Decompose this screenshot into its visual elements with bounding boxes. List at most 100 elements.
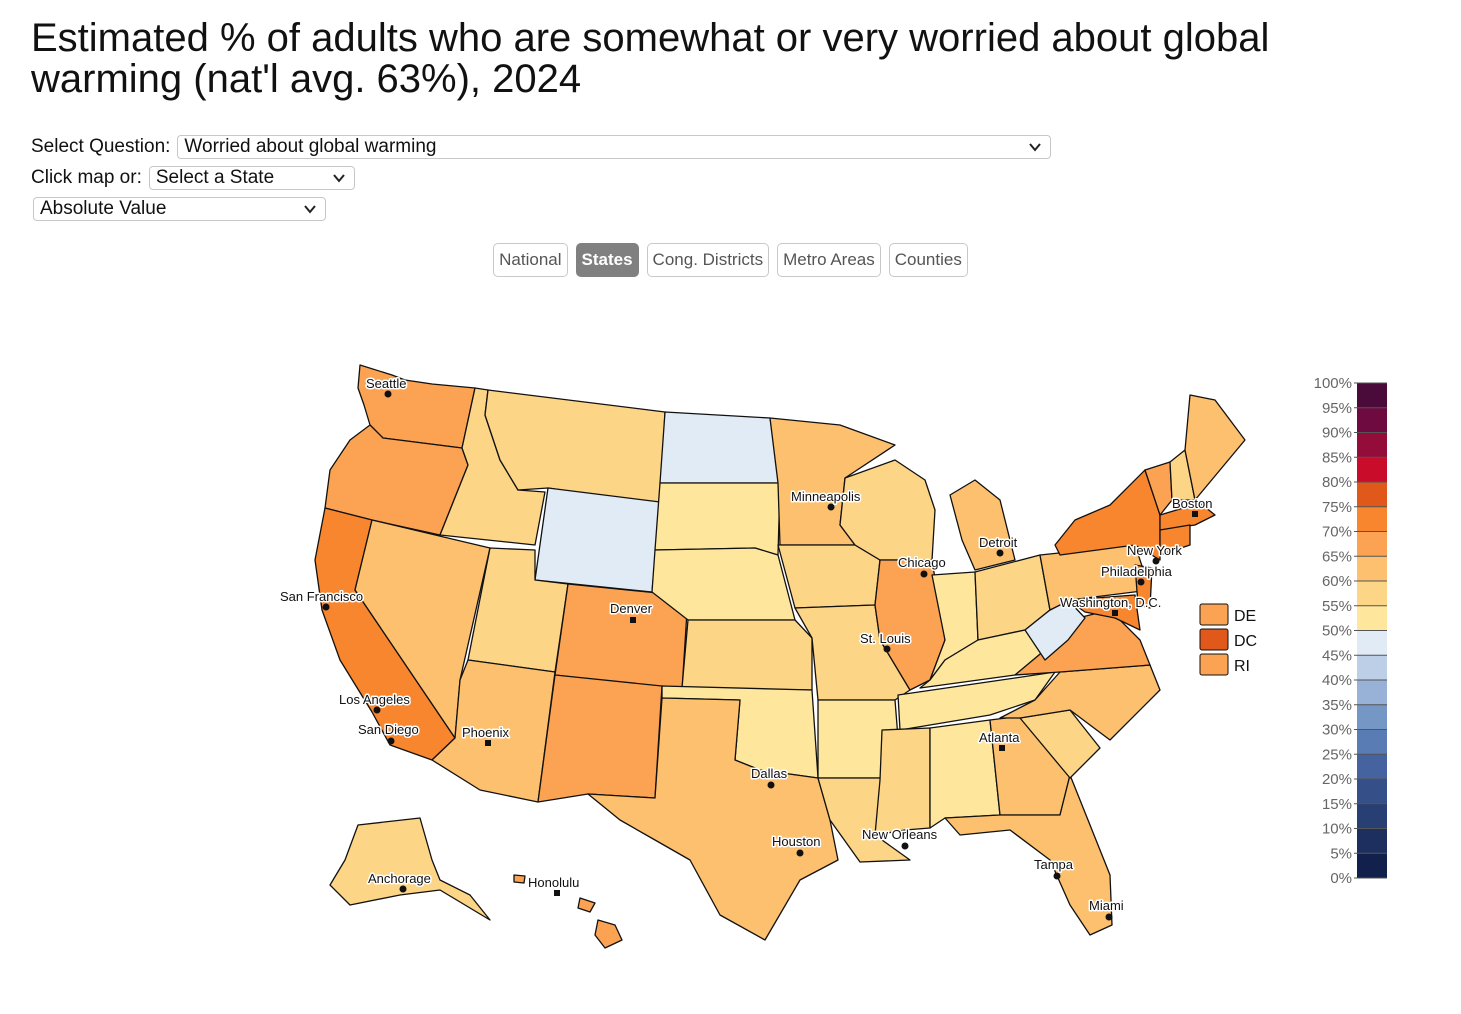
svg-text:Los Angeles: Los Angeles bbox=[339, 692, 410, 707]
svg-text:Miami: Miami bbox=[1089, 898, 1124, 913]
state-florida[interactable] bbox=[944, 774, 1113, 936]
svg-text:Minneapolis: Minneapolis bbox=[791, 489, 861, 504]
color-scale-legend: 100% 95% 90% 85% 80% 75% 70% 65% 60% 55% 50% 45% 40%… bbox=[1314, 375, 1387, 887]
page-title: Estimated % of adults who are somewhat o… bbox=[31, 16, 1270, 101]
tab-national[interactable]: National bbox=[493, 243, 568, 277]
city-washington-dc[interactable]: Washington, D.C.Washington, D.C. bbox=[1059, 594, 1163, 616]
small-state-ri[interactable]: RI bbox=[1199, 653, 1250, 676]
legend-tick-label: 45% bbox=[1322, 647, 1352, 664]
svg-text:Phoenix: Phoenix bbox=[462, 725, 509, 740]
legend-tick-label: 10% bbox=[1322, 821, 1352, 838]
legend-tick-label: 80% bbox=[1322, 474, 1352, 491]
svg-text:New York: New York bbox=[1127, 543, 1182, 558]
tab-counties[interactable]: Counties bbox=[888, 243, 968, 277]
state-label: Click map or: bbox=[31, 167, 142, 188]
tab-metro-areas[interactable]: Metro Areas bbox=[777, 243, 881, 277]
svg-text:Washington, D.C.: Washington, D.C. bbox=[1060, 595, 1161, 610]
state-texas[interactable] bbox=[587, 697, 839, 941]
state-alaska[interactable] bbox=[329, 817, 491, 921]
legend-tick-label: 85% bbox=[1322, 449, 1352, 466]
svg-text:Detroit: Detroit bbox=[979, 535, 1018, 550]
small-state-dc[interactable]: DC bbox=[1199, 628, 1257, 651]
state-mississippi[interactable] bbox=[874, 727, 931, 836]
svg-text:San Francisco: San Francisco bbox=[280, 589, 363, 604]
legend-tick-label: 20% bbox=[1322, 771, 1352, 788]
legend-swatch bbox=[1357, 407, 1387, 433]
state-hawaii[interactable] bbox=[594, 919, 623, 949]
svg-text:New Orleans: New Orleans bbox=[862, 827, 938, 842]
state-new-mexico[interactable] bbox=[537, 674, 663, 803]
state-select[interactable]: Select a State bbox=[148, 166, 355, 190]
legend-swatch bbox=[1357, 655, 1387, 680]
legend-swatch bbox=[1357, 605, 1387, 631]
legend-swatch bbox=[1357, 803, 1387, 829]
svg-text:Seattle: Seattle bbox=[366, 376, 406, 391]
small-state-de[interactable]: DE bbox=[1199, 603, 1256, 626]
state-north-dakota[interactable] bbox=[659, 411, 781, 484]
svg-text:Chicago: Chicago bbox=[898, 555, 946, 570]
state-south-dakota[interactable] bbox=[654, 482, 781, 556]
svg-text:Philadelphia: Philadelphia bbox=[1101, 564, 1173, 579]
svg-text:Dallas: Dallas bbox=[751, 766, 788, 781]
state-wyoming[interactable] bbox=[534, 487, 661, 593]
legend-swatch bbox=[1357, 853, 1387, 878]
state-hawaii-kauai[interactable] bbox=[513, 874, 526, 884]
state-wisconsin[interactable] bbox=[839, 459, 936, 561]
legend-swatch bbox=[1357, 432, 1387, 458]
geography-tabs: National States Cong. Districts Metro Ar… bbox=[0, 243, 1461, 277]
svg-text:Anchorage: Anchorage bbox=[368, 871, 431, 886]
legend-swatch bbox=[1357, 383, 1387, 408]
chevron-down-icon bbox=[304, 205, 316, 214]
tab-cong-districts[interactable]: Cong. Districts bbox=[646, 243, 770, 277]
svg-text:Washington, D.C.: Washington, D.C. bbox=[1060, 595, 1161, 610]
state-new-jersey[interactable] bbox=[1134, 564, 1153, 609]
state-kansas[interactable] bbox=[681, 619, 813, 691]
chevron-down-icon bbox=[1029, 143, 1042, 152]
state-maryland[interactable] bbox=[1067, 594, 1141, 631]
svg-text:Honolulu: Honolulu bbox=[528, 875, 579, 890]
svg-text:DE: DE bbox=[1234, 608, 1256, 625]
state-connecticut[interactable] bbox=[1159, 524, 1191, 556]
state-north-carolina[interactable] bbox=[999, 664, 1161, 741]
state-michigan[interactable] bbox=[949, 479, 1016, 571]
state-hawaii-maui[interactable] bbox=[577, 897, 596, 913]
measure-select[interactable]: Absolute Value bbox=[33, 197, 326, 221]
svg-text:San Francisco: San Francisco bbox=[280, 589, 363, 604]
legend-tick-label: 95% bbox=[1322, 400, 1352, 417]
state-illinois[interactable] bbox=[874, 559, 946, 691]
tab-states[interactable]: States bbox=[575, 243, 639, 277]
state-maine[interactable] bbox=[1184, 394, 1246, 501]
state-iowa[interactable] bbox=[777, 544, 881, 609]
question-select[interactable]: Worried about global warming bbox=[177, 135, 1052, 159]
question-row: Select Question: Worried about global wa… bbox=[31, 135, 1052, 159]
svg-text:St. Louis: St. Louis bbox=[860, 631, 911, 646]
legend-tick-label: 50% bbox=[1322, 623, 1352, 640]
state-nebraska[interactable] bbox=[651, 547, 796, 621]
legend-tick-label: 90% bbox=[1322, 425, 1352, 442]
state-massachusetts[interactable] bbox=[1159, 502, 1216, 531]
svg-text:Houston: Houston bbox=[772, 834, 820, 849]
